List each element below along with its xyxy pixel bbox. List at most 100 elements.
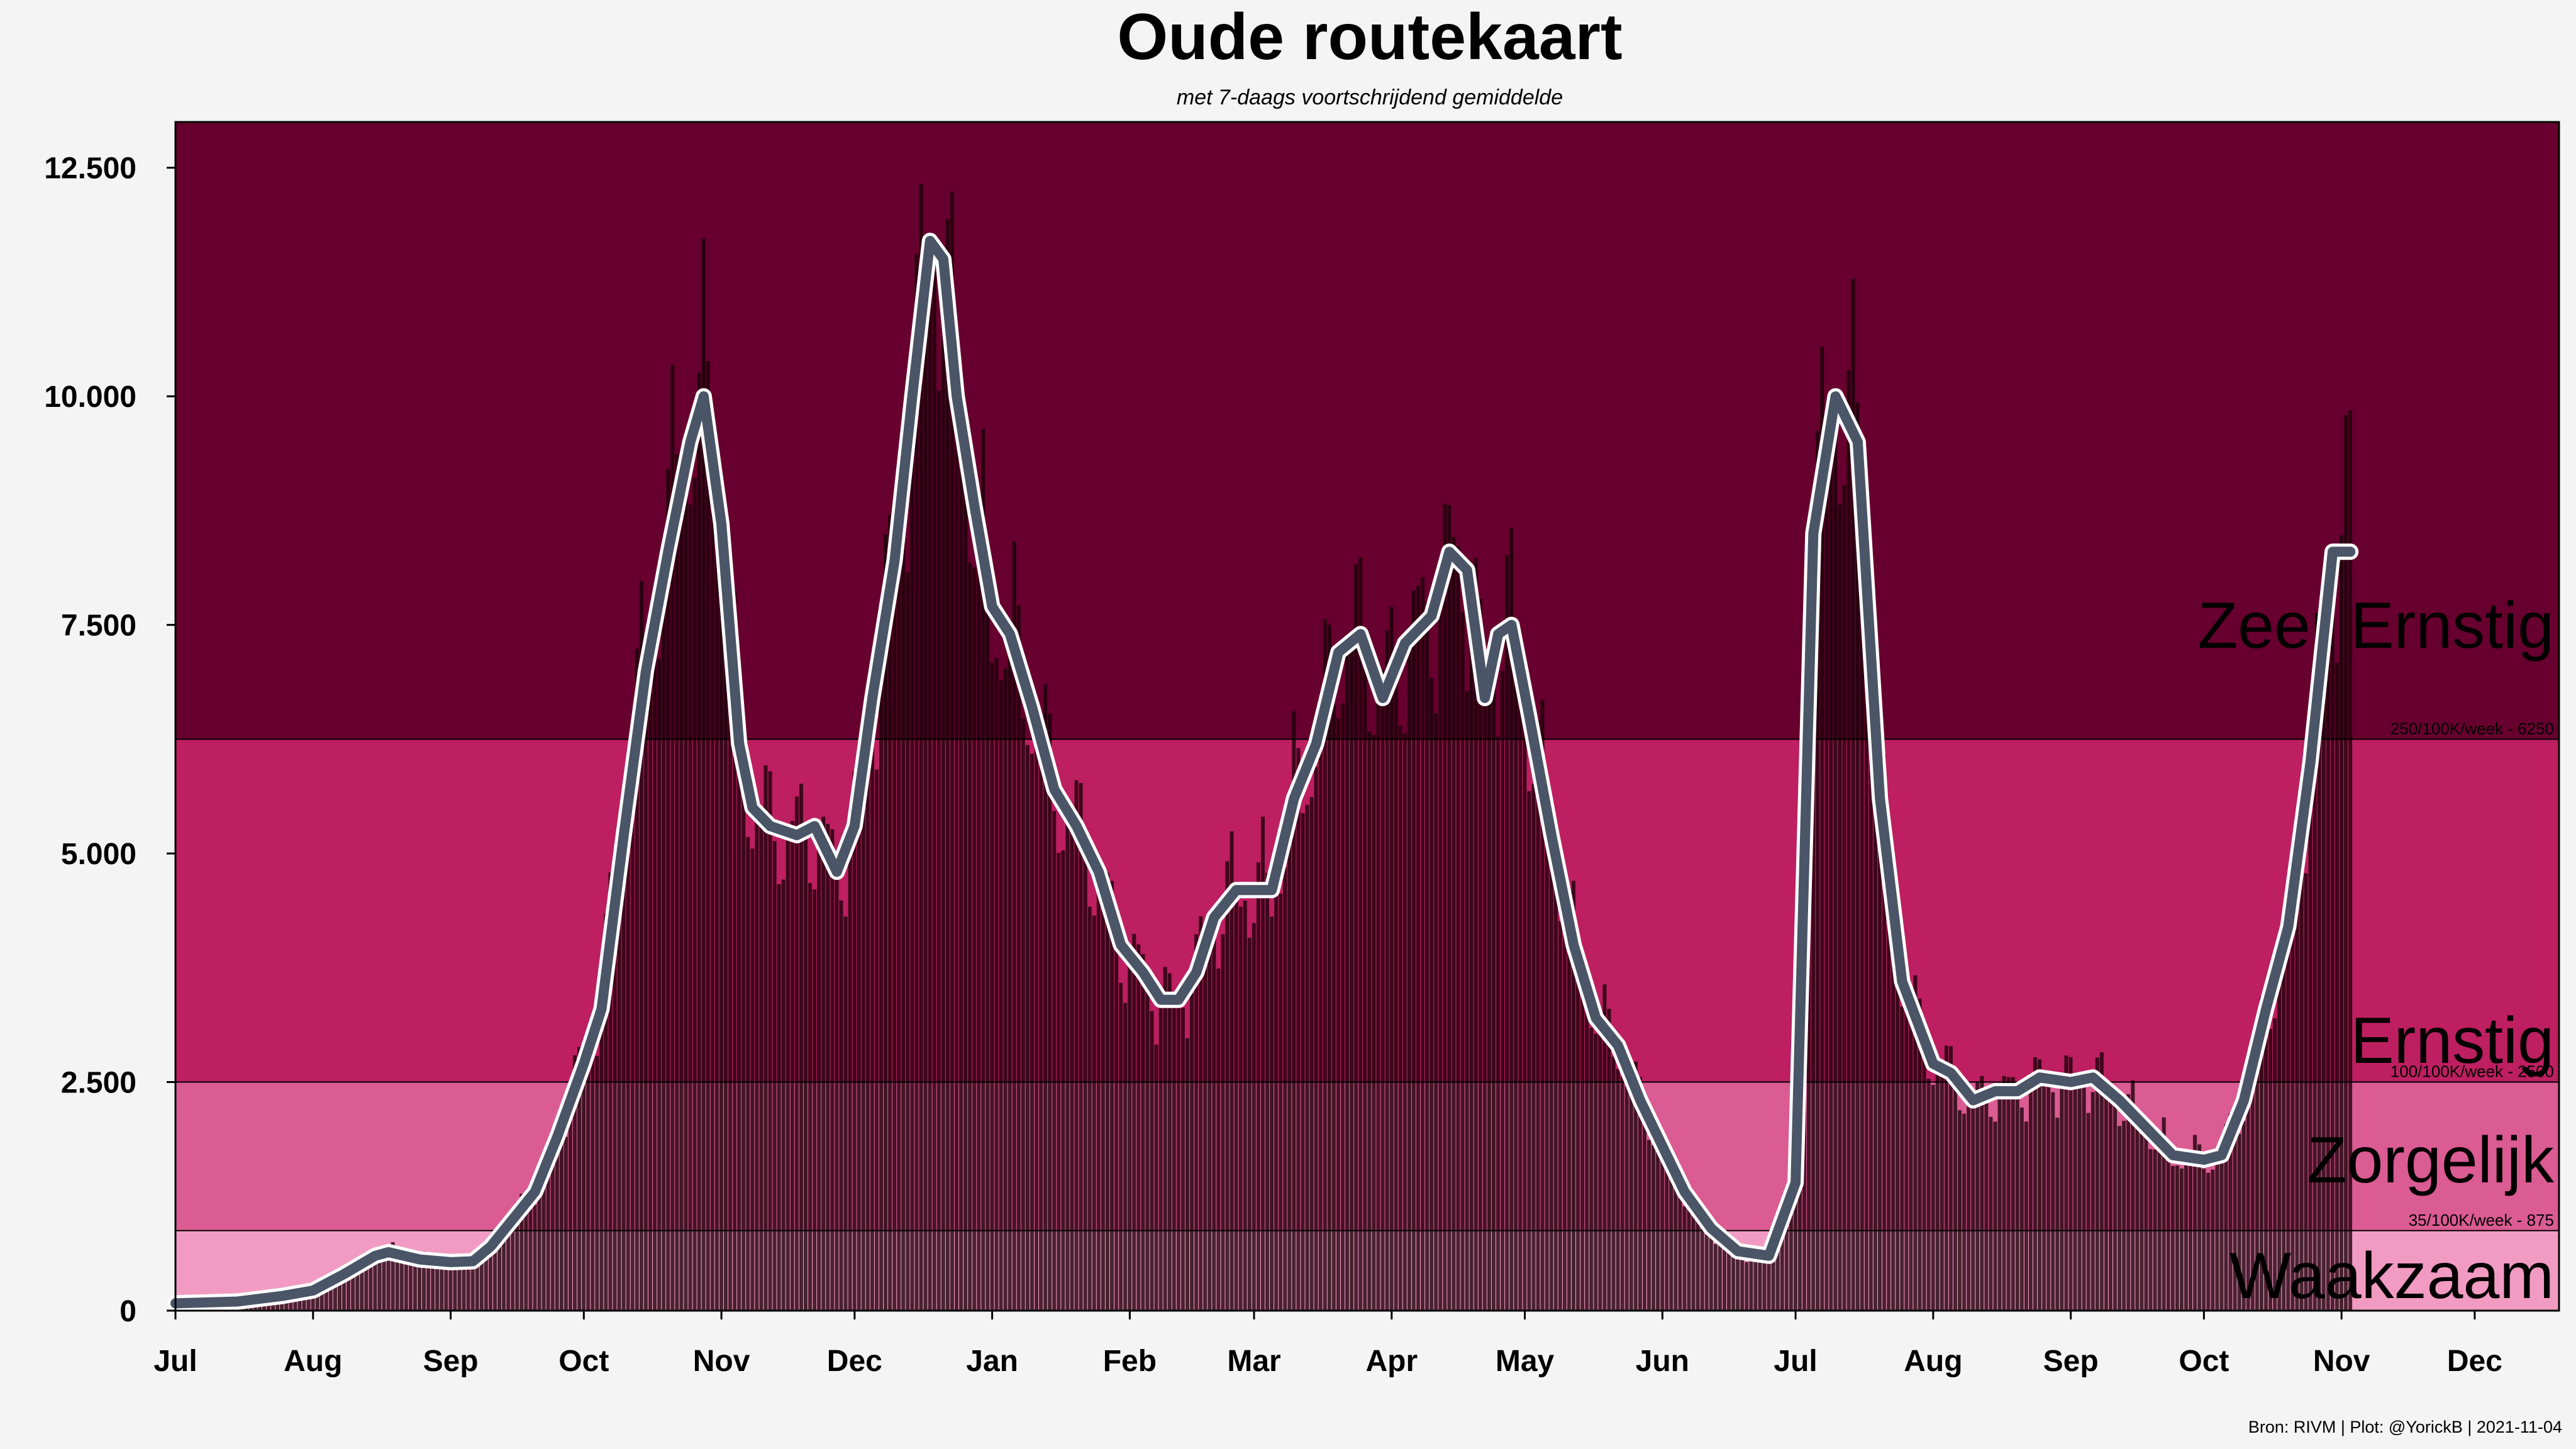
bar bbox=[537, 1173, 541, 1311]
bar bbox=[1478, 599, 1482, 1311]
bar bbox=[1447, 505, 1452, 1311]
bar bbox=[462, 1263, 466, 1311]
bar bbox=[2046, 1073, 2051, 1311]
bar bbox=[1079, 782, 1083, 1311]
bar bbox=[1141, 953, 1145, 1311]
bar bbox=[2086, 1113, 2090, 1311]
bar bbox=[2255, 1023, 2259, 1311]
bar bbox=[662, 608, 666, 1311]
bar bbox=[568, 1092, 572, 1311]
bar bbox=[1687, 1196, 1691, 1311]
bar bbox=[404, 1258, 408, 1311]
bar bbox=[772, 841, 777, 1311]
bar bbox=[1061, 850, 1065, 1311]
bar bbox=[2082, 1086, 2086, 1311]
bar bbox=[1021, 718, 1025, 1311]
bar bbox=[2073, 1079, 2077, 1311]
bar bbox=[684, 477, 688, 1311]
bar bbox=[515, 1202, 519, 1311]
bar bbox=[2033, 1057, 2038, 1311]
bar bbox=[1922, 1053, 1926, 1311]
bar bbox=[959, 469, 963, 1311]
bar bbox=[1851, 279, 1855, 1311]
bar bbox=[901, 509, 906, 1311]
bar bbox=[985, 548, 990, 1311]
bar bbox=[492, 1241, 497, 1311]
bar bbox=[737, 687, 741, 1311]
bar bbox=[2006, 1077, 2011, 1311]
bar bbox=[484, 1244, 488, 1311]
bar bbox=[1096, 863, 1101, 1311]
bar bbox=[1700, 1208, 1704, 1311]
bar bbox=[1811, 589, 1816, 1311]
bar bbox=[1846, 370, 1851, 1311]
bar bbox=[591, 1037, 595, 1311]
bar bbox=[1553, 872, 1558, 1311]
bar bbox=[1762, 1254, 1767, 1311]
bar bbox=[2286, 901, 2290, 1311]
bar bbox=[755, 819, 759, 1311]
bar bbox=[1678, 1197, 1682, 1311]
bar bbox=[2334, 662, 2339, 1311]
bar bbox=[2090, 1092, 2095, 1311]
bar bbox=[954, 374, 958, 1311]
bar bbox=[2122, 1121, 2126, 1311]
bar bbox=[932, 272, 936, 1311]
bar bbox=[435, 1265, 440, 1311]
bar bbox=[1611, 1057, 1616, 1311]
bar bbox=[2077, 1080, 2082, 1311]
moving-average-path bbox=[170, 236, 2356, 1309]
y-tick-label: 12.500 bbox=[44, 152, 136, 186]
bar bbox=[426, 1256, 431, 1311]
bar bbox=[648, 643, 652, 1311]
bar bbox=[1430, 678, 1434, 1311]
bar bbox=[324, 1280, 328, 1311]
bar bbox=[1549, 861, 1553, 1311]
bar bbox=[892, 550, 897, 1311]
bar bbox=[2233, 1128, 2237, 1311]
bar bbox=[1935, 1067, 1940, 1311]
bar bbox=[1465, 691, 1469, 1311]
bar bbox=[2064, 1055, 2068, 1311]
bar bbox=[1128, 951, 1132, 1311]
bar bbox=[635, 648, 639, 1311]
bar bbox=[843, 916, 848, 1311]
bar bbox=[839, 900, 843, 1311]
bar bbox=[919, 184, 923, 1311]
bar bbox=[884, 534, 888, 1311]
bar bbox=[1225, 861, 1230, 1311]
y-tick-label: 7.500 bbox=[61, 609, 136, 643]
bar bbox=[1620, 1076, 1624, 1311]
x-tick-label: Jun bbox=[1636, 1345, 1689, 1378]
bar bbox=[923, 272, 928, 1311]
zone-threshold-0: 35/100K/week - 875 bbox=[2409, 1211, 2554, 1230]
bar bbox=[2211, 1169, 2215, 1311]
bar bbox=[1833, 420, 1838, 1311]
bar bbox=[2175, 1165, 2179, 1311]
bar bbox=[1039, 736, 1043, 1311]
bar bbox=[817, 826, 821, 1311]
bar bbox=[1585, 1008, 1589, 1311]
bar bbox=[1558, 921, 1562, 1311]
bar bbox=[2308, 758, 2312, 1311]
bar bbox=[1745, 1262, 1749, 1311]
bar bbox=[533, 1204, 537, 1311]
bar bbox=[870, 728, 874, 1311]
bar bbox=[2237, 1133, 2241, 1311]
bar bbox=[328, 1277, 333, 1311]
bar bbox=[945, 219, 950, 1311]
bar bbox=[879, 653, 884, 1311]
x-tick-label: Nov bbox=[693, 1345, 750, 1378]
bar bbox=[777, 884, 781, 1311]
bar bbox=[1150, 1011, 1154, 1311]
plot-frame bbox=[174, 121, 2560, 1312]
bar bbox=[706, 361, 710, 1311]
x-tick-label: Apr bbox=[1365, 1345, 1418, 1378]
bar bbox=[1855, 402, 1860, 1311]
bar bbox=[608, 872, 613, 1311]
bar bbox=[1221, 934, 1225, 1311]
zone-label-2: Ernstig bbox=[2350, 1004, 2554, 1077]
bar bbox=[1265, 872, 1270, 1311]
bar bbox=[861, 730, 865, 1311]
bar bbox=[369, 1260, 373, 1311]
